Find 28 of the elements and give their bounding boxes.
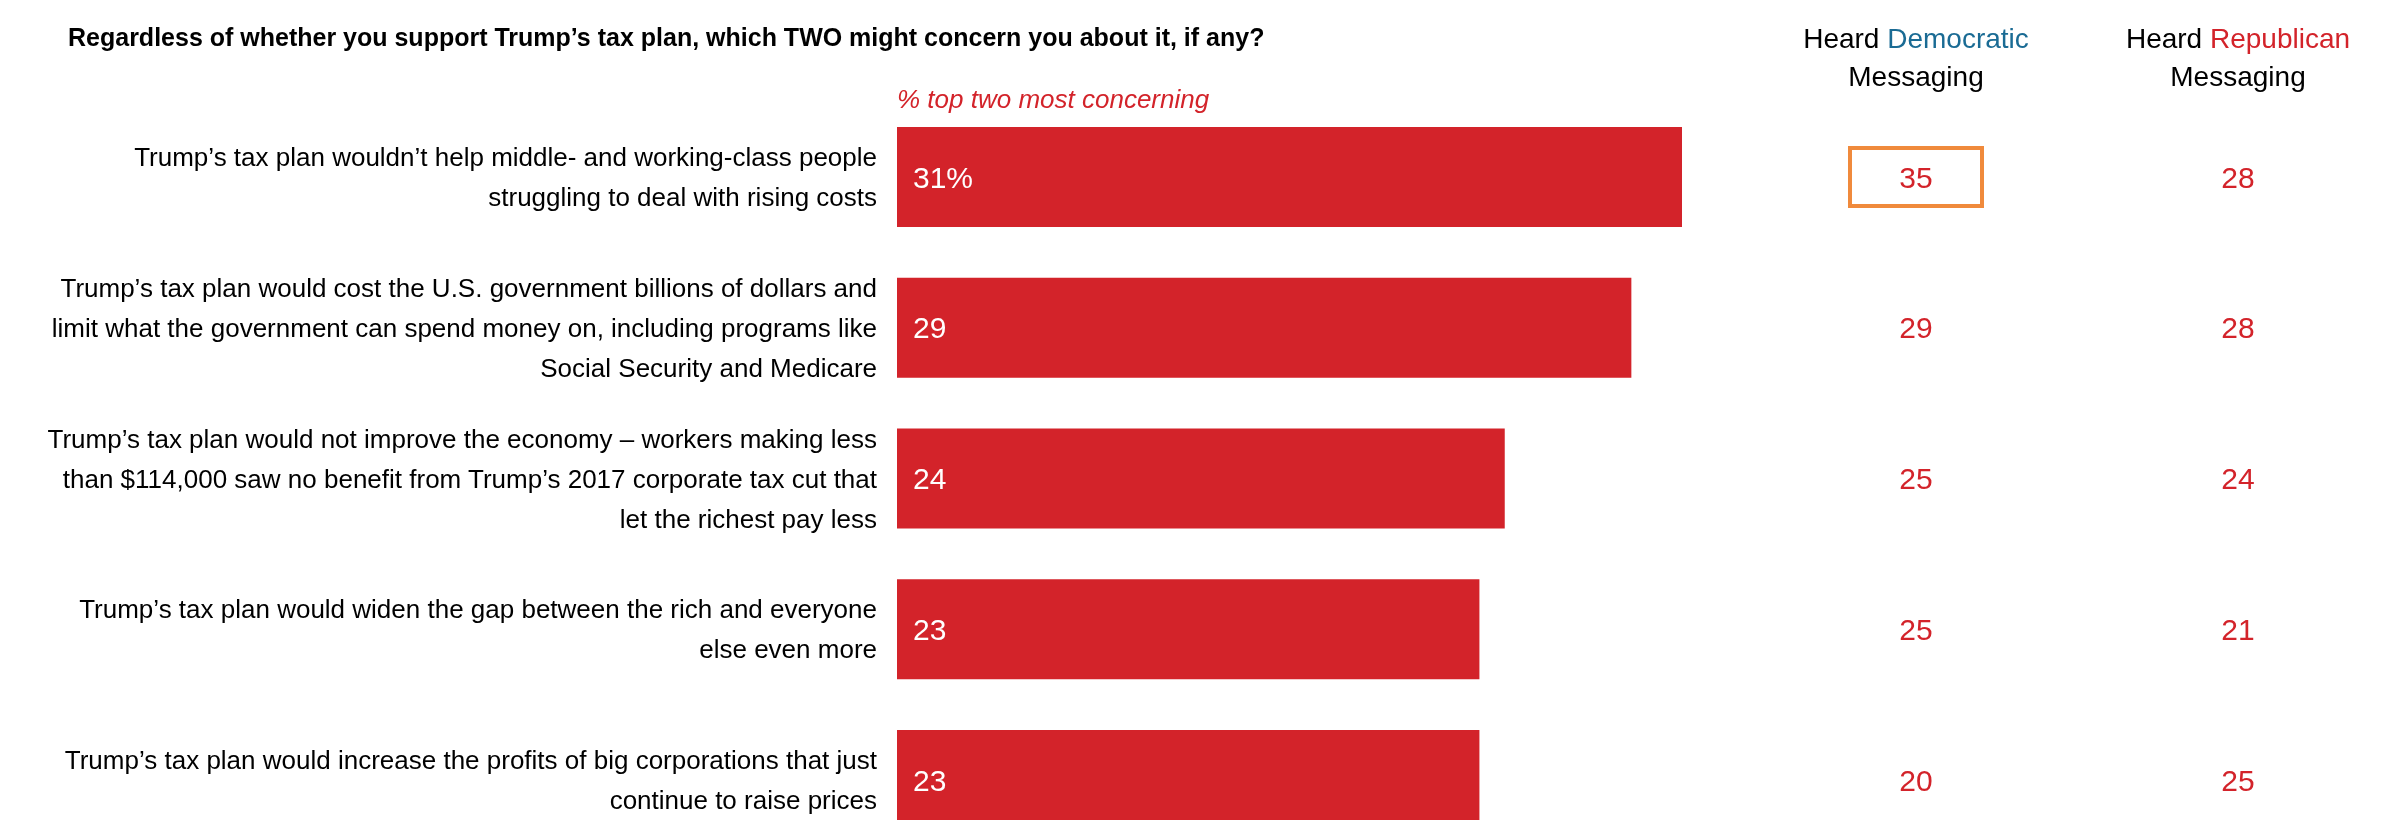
y-tick-label: Trump’s tax plan wouldn’t help middle- and working-class people struggling to deal with rising costs	[134, 142, 877, 212]
x-tick-label: Heard Democratic Messaging	[1803, 23, 2029, 92]
data-label: 25	[2221, 763, 2255, 797]
data-label: 29	[1899, 311, 1933, 345]
data-label: 24	[913, 462, 947, 495]
data-label: 29	[913, 311, 947, 345]
bar	[897, 277, 1632, 378]
bar	[897, 579, 1480, 680]
bar	[897, 127, 1682, 227]
data-label: 25	[1899, 462, 1933, 495]
x-tick-label: Heard Republican Messaging	[2125, 23, 2351, 92]
data-label: 23	[913, 763, 947, 797]
data-label: 24	[2221, 462, 2255, 495]
y-tick-label: Trump’s tax plan would increase the profits of big corporations that just continue to raise prices	[64, 745, 878, 815]
data-label: 23	[913, 612, 947, 646]
data-label: 31%	[913, 160, 974, 194]
data-label: 35	[1899, 160, 1933, 194]
data-label: 28	[2221, 311, 2255, 345]
data-label: 20	[1899, 763, 1933, 797]
data-label: 28	[2221, 160, 2255, 194]
y-tick-label: Trump’s tax plan would widen the gap between the rich and everyone else even more	[79, 594, 877, 665]
y-tick-label: Trump’s tax plan would cost the U.S. government billions of dollars and limit what the government can spend money on, including programs like Social Security and Medicare	[51, 272, 877, 383]
bar	[897, 428, 1505, 529]
data-label: 25	[1899, 612, 1933, 646]
y-tick-label: Trump’s tax plan would not improve the economy – workers making less than $114,000 saw no benefit from Trump’s 2017 corporate tax cut that let the richest pay less	[47, 423, 878, 534]
text: Regardless of whether you support Trump’s tax plan, which TWO might concern you about it, if any?	[68, 23, 1265, 51]
data-label: 21	[2221, 612, 2255, 646]
chart-subtitle: % top two most concerning	[897, 84, 1210, 114]
